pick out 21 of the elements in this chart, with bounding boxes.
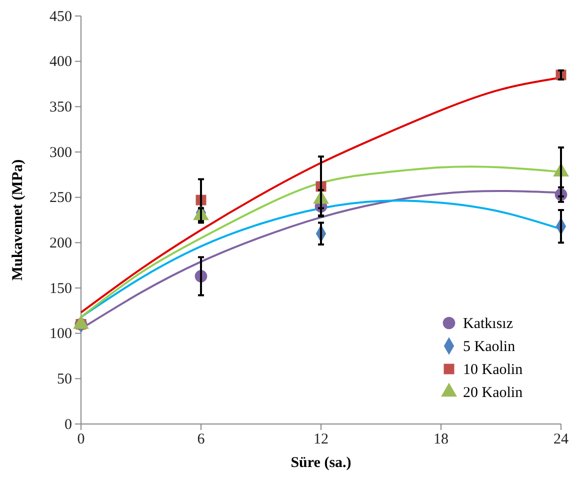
y-tick-label: 50: [57, 371, 72, 388]
y-tick-label: 100: [50, 326, 72, 342]
x-tick-label: 6: [197, 432, 206, 448]
y-axis-title: Mukavemet (MPa): [10, 159, 26, 281]
x-tick-label: 0: [77, 432, 85, 448]
y-tick-label: 400: [50, 54, 72, 70]
x-tick-label: 12: [314, 432, 328, 448]
y-tick-label: 250: [50, 190, 72, 206]
y-tick-label: 0: [64, 416, 72, 433]
y-tick-label: 200: [50, 235, 72, 252]
legend-label: 5 Kaolin: [463, 339, 516, 355]
legend-label: Katkısız: [463, 316, 514, 332]
y-tick-label: 150: [50, 280, 72, 297]
x-tick-label: 18: [434, 432, 448, 448]
y-tick-label: 300: [50, 144, 72, 161]
y-tick-label: 450: [50, 8, 72, 25]
y-tick-label: 350: [50, 99, 72, 116]
legend-label: 10 Kaolin: [463, 362, 524, 378]
x-tick-label: 24: [554, 432, 569, 448]
x-axis-title: Süre (sa.): [290, 455, 352, 471]
legend-label: 20 Kaolin: [463, 385, 524, 401]
